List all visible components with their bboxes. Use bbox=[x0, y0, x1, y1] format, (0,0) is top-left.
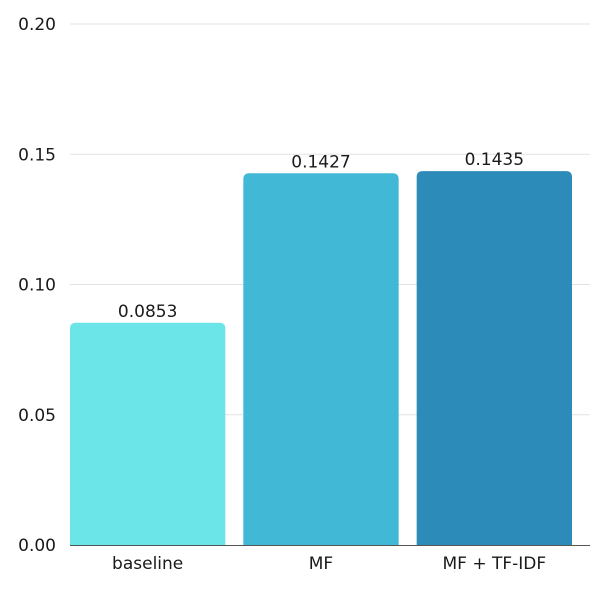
y-tick-label: 0.15 bbox=[18, 145, 56, 165]
x-category-label: MF bbox=[309, 554, 333, 574]
y-tick-label: 0.10 bbox=[18, 276, 56, 296]
bars bbox=[70, 171, 572, 546]
bar-mf[interactable] bbox=[243, 173, 399, 546]
x-axis: baseline MF MF + TF-IDF bbox=[112, 554, 546, 574]
y-tick-label: 0.05 bbox=[18, 406, 56, 426]
data-label: 0.0853 bbox=[118, 302, 177, 322]
data-label: 0.1427 bbox=[291, 152, 350, 172]
x-category-label: baseline bbox=[112, 554, 183, 574]
y-tick-label: 0.00 bbox=[18, 536, 56, 556]
y-axis: 0.00 0.05 0.10 0.15 0.20 bbox=[18, 15, 56, 556]
x-category-label: MF + TF-IDF bbox=[442, 554, 546, 574]
y-tick-label: 0.20 bbox=[18, 15, 56, 35]
data-labels: 0.0853 0.1427 0.1435 bbox=[118, 150, 524, 322]
bar-mf-tf-idf[interactable] bbox=[416, 171, 572, 545]
data-label: 0.1435 bbox=[465, 150, 524, 170]
bar-baseline[interactable] bbox=[70, 322, 226, 545]
